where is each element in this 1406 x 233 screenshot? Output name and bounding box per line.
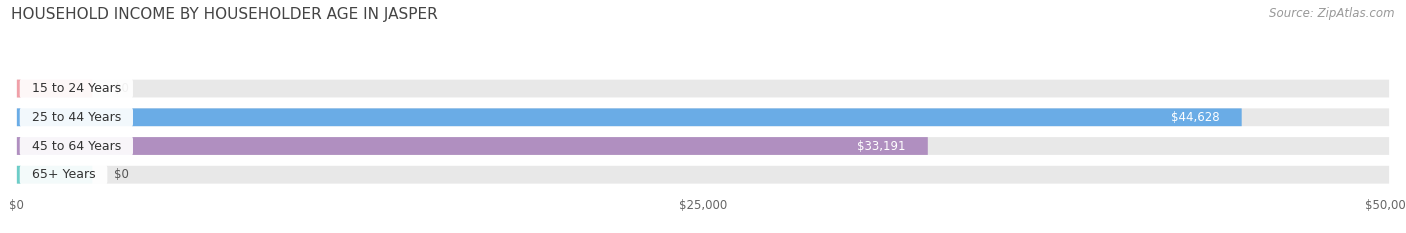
FancyBboxPatch shape [17, 108, 1389, 126]
FancyBboxPatch shape [17, 108, 1241, 126]
Text: $0: $0 [114, 82, 129, 95]
FancyBboxPatch shape [17, 137, 1389, 155]
Text: $0: $0 [114, 168, 129, 181]
FancyBboxPatch shape [17, 80, 93, 97]
Text: $33,191: $33,191 [858, 140, 905, 153]
Text: 65+ Years: 65+ Years [24, 168, 104, 181]
FancyBboxPatch shape [17, 166, 1389, 184]
Text: $44,628: $44,628 [1171, 111, 1220, 124]
Text: 15 to 24 Years: 15 to 24 Years [24, 82, 129, 95]
Text: HOUSEHOLD INCOME BY HOUSEHOLDER AGE IN JASPER: HOUSEHOLD INCOME BY HOUSEHOLDER AGE IN J… [11, 7, 439, 22]
Text: Source: ZipAtlas.com: Source: ZipAtlas.com [1270, 7, 1395, 20]
Text: 45 to 64 Years: 45 to 64 Years [24, 140, 129, 153]
FancyBboxPatch shape [17, 137, 928, 155]
FancyBboxPatch shape [17, 166, 93, 184]
FancyBboxPatch shape [17, 80, 1389, 97]
Text: 25 to 44 Years: 25 to 44 Years [24, 111, 129, 124]
